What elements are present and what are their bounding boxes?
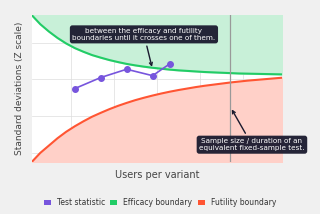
X-axis label: Users per variant: Users per variant (115, 170, 199, 180)
Y-axis label: Standard deviations (Z scale): Standard deviations (Z scale) (15, 22, 24, 155)
Point (124, 68, 129, 71)
Point (167, 62, 172, 65)
Text: Sample size / duration of an
equivalent fixed-sample test.: Sample size / duration of an equivalent … (199, 111, 305, 151)
Point (98, 76, 103, 79)
Point (150, 74, 155, 77)
Point (72, 87, 77, 90)
Legend: Test statistic, Efficacy boundary, Futility boundary: Test statistic, Efficacy boundary, Futil… (41, 195, 279, 210)
Text: between the efficacy and futility
boundaries until it crosses one of them.: between the efficacy and futility bounda… (72, 28, 215, 65)
